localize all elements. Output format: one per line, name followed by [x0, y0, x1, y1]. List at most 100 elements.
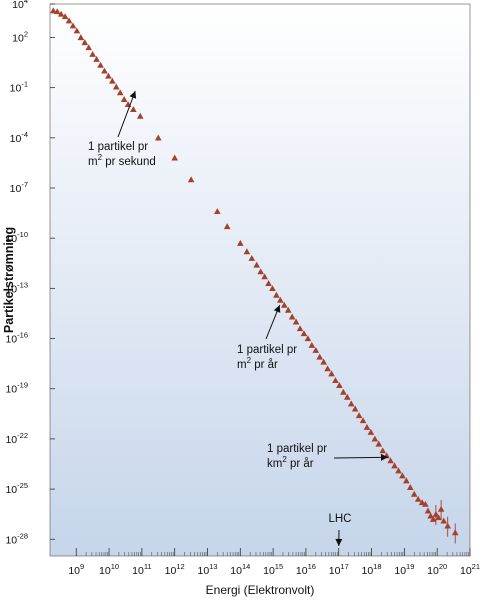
data-point — [269, 285, 276, 292]
data-point — [395, 467, 402, 474]
data-point — [316, 353, 324, 360]
data-point — [320, 358, 327, 365]
data-point — [387, 457, 394, 464]
data-point — [343, 393, 351, 400]
data-point — [332, 377, 339, 384]
data-point — [223, 223, 231, 230]
y-axis-label: Partikelstrømning — [2, 227, 16, 333]
data-point — [312, 346, 320, 353]
data-point — [120, 96, 128, 102]
data-point — [65, 17, 73, 24]
data-point — [427, 512, 434, 519]
data-point — [340, 388, 347, 395]
data-point — [424, 507, 432, 514]
data-point — [296, 325, 304, 332]
x-tick-label: 1020 — [427, 562, 447, 577]
data-point — [403, 477, 410, 484]
data-point — [57, 10, 65, 17]
data-point — [261, 273, 268, 280]
data-point — [253, 261, 261, 268]
data-point — [112, 83, 120, 90]
data-point — [136, 112, 144, 119]
data-point — [399, 472, 406, 479]
x-tick-label: 1016 — [296, 562, 316, 577]
data-point — [435, 514, 442, 521]
x-tick-label: 109 — [68, 562, 84, 577]
data-point — [280, 301, 288, 308]
data-point — [304, 335, 312, 342]
y-tick-label: 102 — [12, 29, 28, 44]
arrow-head — [335, 538, 343, 546]
data-point — [391, 462, 398, 469]
data-point — [81, 39, 89, 46]
lhc-annotation: LHC — [328, 513, 352, 546]
data-point — [243, 248, 251, 255]
data-point — [116, 89, 124, 96]
data-point — [367, 428, 375, 435]
data-point — [414, 495, 422, 502]
annotation-label: 1 partikel pr — [88, 141, 148, 153]
data-point — [375, 440, 383, 447]
data-point — [85, 44, 93, 51]
data-point — [53, 8, 61, 15]
arrow-head — [129, 90, 137, 99]
y-tick-label: 10-28 — [5, 531, 28, 546]
data-point — [422, 500, 429, 507]
data-point — [410, 490, 418, 497]
x-tick-labels: 109 1010 1011 1012 1013 1014 1015 1016 1017 1018 1… — [68, 562, 480, 577]
y-tick-label: 10-19 — [5, 381, 28, 396]
data-point — [351, 405, 359, 412]
data-point — [130, 106, 137, 113]
data-point — [214, 208, 221, 215]
data-point — [101, 67, 108, 74]
arrow-head — [380, 453, 388, 461]
annotation-label: 1 partikel pr — [267, 443, 327, 455]
x-tick-label: 1012 — [165, 562, 185, 577]
data-point — [379, 447, 387, 454]
data-point — [109, 77, 116, 84]
data-point — [347, 400, 355, 407]
data-point — [300, 330, 308, 337]
data-point — [371, 435, 379, 442]
data-point — [292, 318, 300, 325]
annotation-label: 1 partikel pr — [237, 344, 297, 356]
data-point — [440, 517, 448, 524]
annotation-label: LHC — [328, 513, 351, 525]
data-point — [324, 365, 331, 372]
data-point — [154, 134, 162, 141]
annotation-label: m2 pr sekund — [88, 153, 156, 168]
x-tick-label: 1013 — [197, 562, 217, 577]
x-tick-label: 1021 — [460, 562, 480, 577]
data-point — [171, 154, 178, 161]
plot-area — [49, 3, 471, 557]
data-point — [248, 254, 256, 261]
data-point — [308, 341, 316, 348]
y-tick-label: 10-25 — [5, 481, 28, 496]
x-tick-label: 1015 — [263, 562, 283, 577]
data-point — [336, 382, 343, 389]
annotation-arrow — [117, 90, 136, 138]
x-tick-label: 1019 — [394, 562, 414, 577]
data-point — [105, 72, 112, 79]
data-point — [73, 27, 81, 34]
data-point — [93, 55, 100, 62]
y-tick-label: 10-1 — [10, 80, 28, 95]
data-point — [69, 22, 77, 29]
annotation-label: km2 pr år — [267, 455, 314, 470]
y-tick-label: 104 — [12, 0, 28, 11]
y-tick-label: 10-4 — [10, 130, 28, 145]
data-point — [429, 515, 437, 522]
annotation-arrow — [333, 456, 388, 459]
data-point — [284, 306, 292, 313]
data-point — [61, 13, 69, 20]
data-point — [237, 239, 244, 246]
y-tick-label: 10-7 — [10, 180, 28, 195]
data-point — [406, 484, 414, 491]
data-point — [328, 370, 335, 377]
tick-marks — [50, 3, 471, 556]
